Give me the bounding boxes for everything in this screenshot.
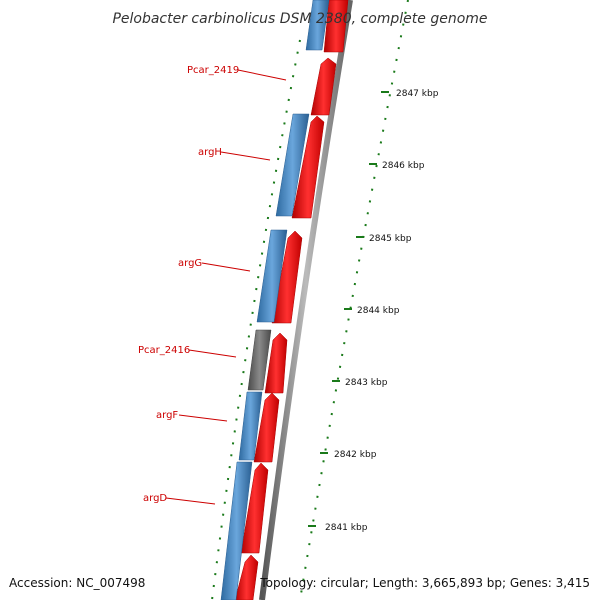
pseudogene-feature: [247, 329, 272, 391]
gene-labels: Pcar_2419 argH argG Pcar_2416 argF argD: [138, 65, 239, 504]
genome-backbone: [259, 0, 353, 600]
map-title: Pelobacter carbinolicus DSM 2380, comple…: [112, 11, 487, 27]
gene-label-argh: argH: [198, 147, 222, 158]
gene-label-argd: argD: [143, 493, 167, 504]
cds-feature: [264, 332, 288, 394]
leader-line: [220, 151, 271, 161]
cds-feature: [240, 462, 269, 554]
gene-label-pcar-2419: Pcar_2419: [187, 65, 239, 76]
leader-line: [201, 262, 251, 272]
cds-feature: [310, 57, 337, 116]
topology-text: Topology: circular; Length: 3,665,893 bp…: [259, 576, 590, 590]
label-leaders: [165, 69, 287, 505]
gene-label-argg: argG: [178, 258, 202, 269]
outer-tick-ring: [299, 0, 409, 600]
cds-feature: [253, 392, 280, 463]
cds-feature: [323, 0, 349, 53]
tick-label-2845: 2845 kbp: [369, 234, 412, 244]
tick-label-2841: 2841 kbp: [325, 523, 368, 533]
gene-feature: [256, 229, 288, 323]
gene-label-pcar-2416: Pcar_2416: [138, 345, 190, 356]
tick-label-2846: 2846 kbp: [382, 161, 425, 171]
leader-line: [178, 414, 228, 422]
gene-label-argf: argF: [156, 410, 178, 421]
tick-labels: 2847 kbp 2846 kbp 2845 kbp 2844 kbp 2843…: [325, 89, 439, 533]
outer-tick-marks: [308, 91, 389, 527]
forward-strand: [234, 0, 349, 600]
gene-feature: [238, 391, 263, 461]
accession-text: Accession: NC_007498: [9, 576, 145, 590]
tick-label-2843: 2843 kbp: [345, 378, 388, 388]
gene-feature: [220, 461, 253, 600]
gene-feature: [305, 0, 330, 51]
leader-line: [188, 349, 237, 358]
leader-line: [237, 69, 287, 81]
tick-label-2844: 2844 kbp: [357, 306, 400, 316]
gene-feature: [275, 113, 310, 217]
tick-label-2847: 2847 kbp: [396, 89, 439, 99]
tick-label-2842: 2842 kbp: [334, 450, 377, 460]
leader-line: [165, 497, 216, 505]
cds-feature: [291, 115, 325, 219]
reverse-strand: [220, 0, 330, 600]
